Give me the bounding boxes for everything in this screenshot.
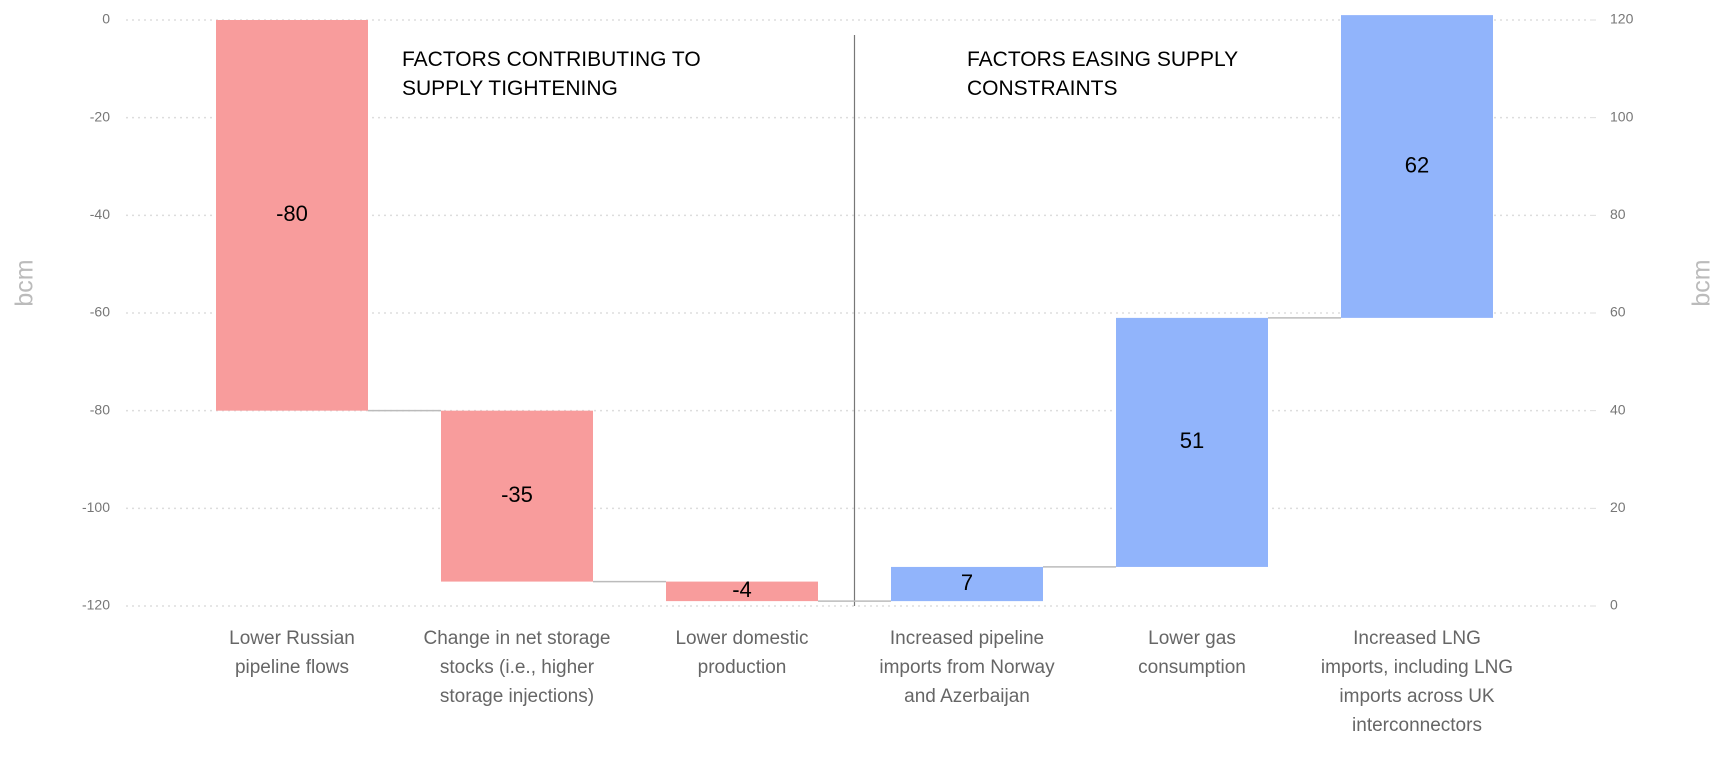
y-axis-label: bcm [11, 259, 39, 306]
y2-tick-label: 60 [1610, 304, 1626, 320]
annotation: FACTORS CONTRIBUTING TO SUPPLY TIGHTENIN… [402, 48, 701, 100]
bar [1116, 317, 1268, 567]
y-tick-label: -100 [82, 499, 110, 515]
data-label: 51 [1180, 428, 1204, 453]
bar [441, 410, 593, 582]
x-tick-label: Increased pipeline imports from Norway a… [879, 628, 1055, 707]
x-tick-label: Lower Russian pipeline flows [229, 628, 355, 678]
data-label: -80 [276, 201, 308, 226]
y-tick-label: -40 [90, 206, 110, 222]
y2-tick-label: 120 [1610, 11, 1634, 27]
bar [666, 581, 818, 602]
annotation: FACTORS EASING SUPPLY CONSTRAINTS [967, 48, 1238, 100]
y-tick-label: 0 [102, 11, 110, 27]
y-tick-label: -60 [90, 304, 110, 320]
y2-tick-label: 0 [1610, 597, 1618, 613]
y2-tick-label: 40 [1610, 401, 1626, 417]
data-label: 7 [961, 570, 973, 595]
y2-tick-label: 100 [1610, 108, 1634, 124]
x-tick-label: Increased LNG imports, including LNG imp… [1320, 628, 1514, 736]
y-tick-label: -80 [90, 401, 110, 417]
y2-tick-label: 20 [1610, 499, 1626, 515]
bar [216, 20, 368, 411]
x-tick-label: Lower domestic production [675, 628, 809, 678]
bar [1341, 15, 1493, 318]
data-label: 62 [1405, 152, 1429, 177]
data-label: -35 [501, 482, 533, 507]
data-label: -4 [732, 577, 752, 602]
bar [891, 566, 1043, 602]
y2-tick-label: 80 [1610, 206, 1626, 222]
y-tick-label: -120 [82, 597, 110, 613]
y2-axis-label: bcm [1688, 259, 1716, 306]
y-tick-label: -20 [90, 108, 110, 124]
x-tick-label: Change in net storage stocks (i.e., high… [423, 628, 611, 707]
x-tick-label: Lower gas consumption [1138, 628, 1246, 678]
